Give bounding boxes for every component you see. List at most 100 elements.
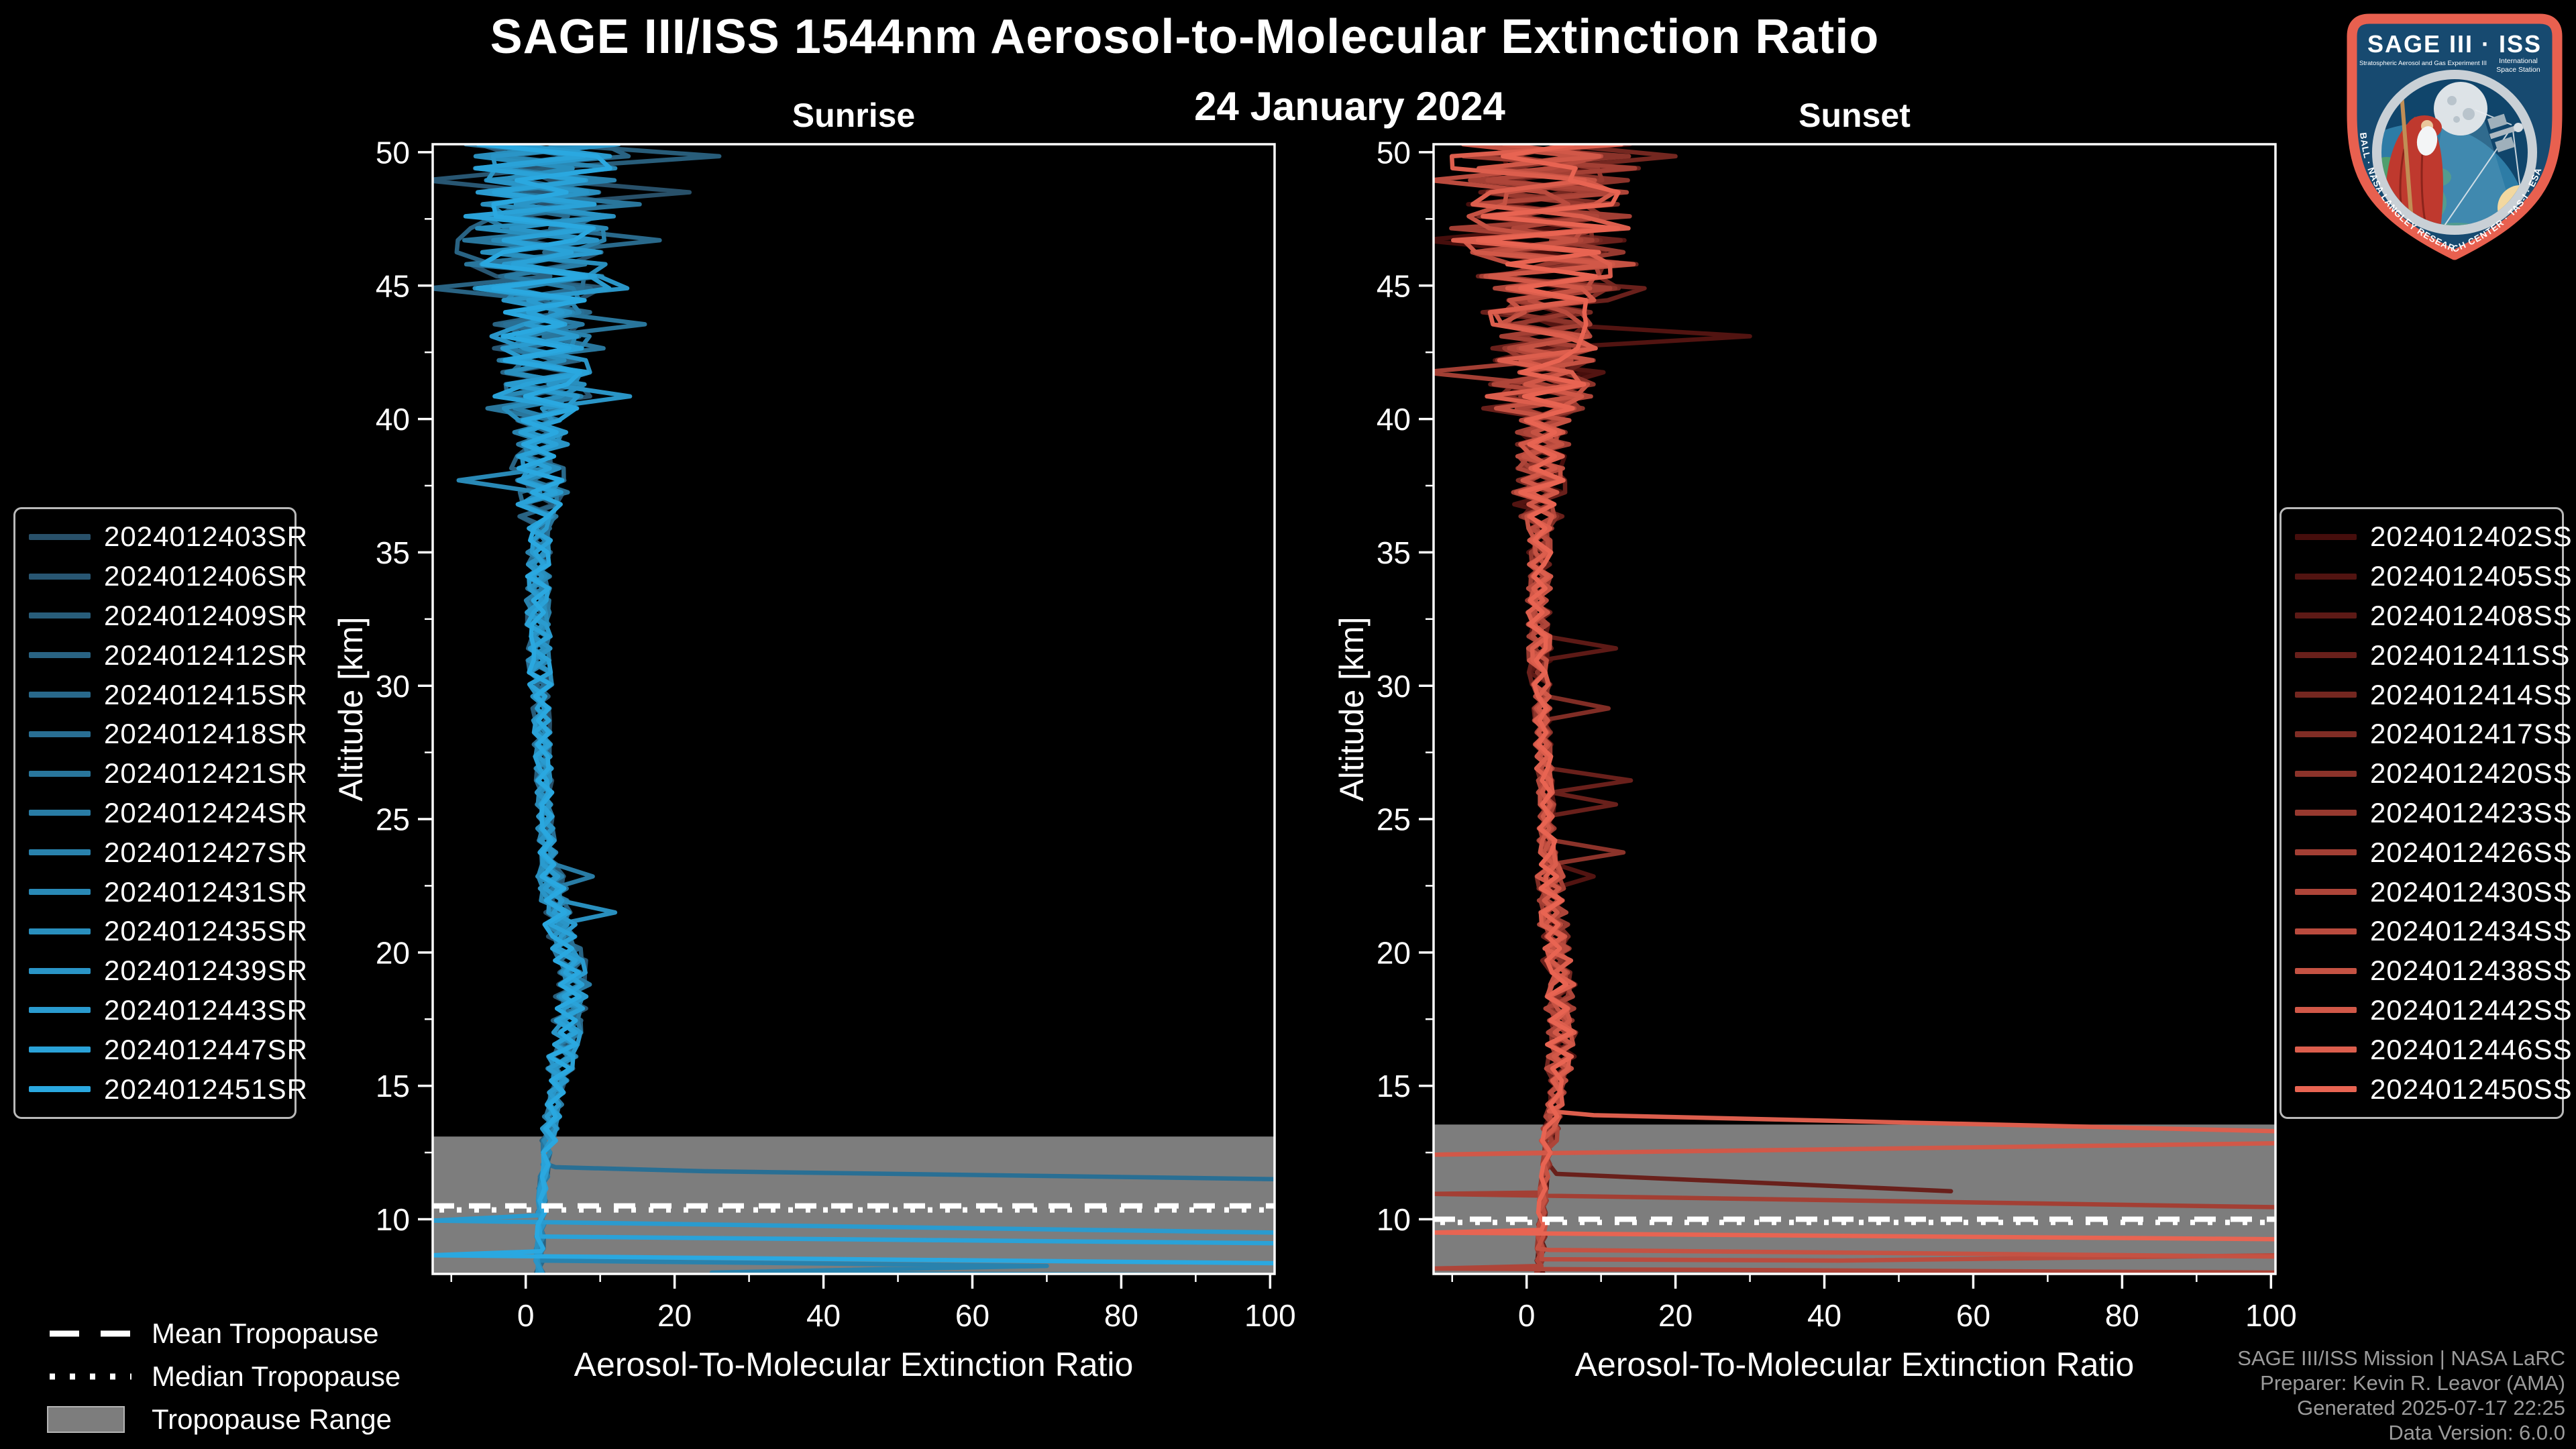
attribution-block: SAGE III/ISS Mission | NASA LaRC Prepare… (2237, 1346, 2565, 1445)
legend-item-2024012447SR: 2024012447SR (29, 1030, 307, 1069)
legend-event-label: 2024012451SR (104, 1073, 308, 1105)
legend-item-2024012438SS: 2024012438SS (2295, 951, 2572, 990)
legend-label: Mean Tropopause (152, 1318, 379, 1349)
legend-line-sample (29, 692, 91, 698)
legend-item-2024012426SS: 2024012426SS (2295, 833, 2572, 872)
patch-subtitle-left: Stratospheric Aerosol and Gas Experiment… (2359, 60, 2487, 67)
x-tick-label-sunrise: 80 (1104, 1298, 1138, 1333)
profile-line-2024012447SR (463, 144, 1275, 1246)
y-tick-label-sunset: 45 (1377, 268, 1411, 303)
gray-band-icon (47, 1406, 134, 1433)
y-tick-label-sunrise: 10 (376, 1202, 410, 1237)
legend-line-sample (29, 810, 91, 816)
legend-event-label: 2024012408SS (2370, 599, 2573, 631)
legend-item-2024012424SR: 2024012424SR (29, 794, 307, 833)
legend-item-2024012446SS: 2024012446SS (2295, 1030, 2572, 1069)
legend-event-label: 2024012414SS (2370, 678, 2573, 710)
y-tick-label-sunrise: 35 (376, 535, 410, 570)
legend-event-label: 2024012443SR (104, 994, 308, 1026)
y-tick-label-sunrise: 25 (376, 802, 410, 837)
legend-event-label: 2024012417SS (2370, 718, 2573, 750)
legend-event-label: 2024012430SS (2370, 875, 2573, 908)
patch-title: SAGE III · ISS (2367, 30, 2542, 58)
sage-figure (2385, 79, 2443, 225)
legend-line-sample (2295, 928, 2357, 934)
legend-label: Median Tropopause (152, 1360, 401, 1392)
legend-event-label: 2024012446SS (2370, 1033, 2573, 1065)
legend-label: Tropopause Range (152, 1403, 392, 1435)
legend-line-sample (29, 770, 91, 777)
plot-area-sunset (1434, 144, 2275, 1274)
legend-item-2024012415SR: 2024012415SR (29, 676, 307, 714)
y-tick-label-sunset: 10 (1377, 1202, 1411, 1237)
legend-item-2024012430SS: 2024012430SS (2295, 873, 2572, 912)
x-tick-label-sunrise: 40 (806, 1298, 841, 1333)
legend-item-2024012442SS: 2024012442SS (2295, 991, 2572, 1030)
x-tick-label-sunset: 100 (2245, 1298, 2297, 1333)
y-axis-label-sunrise: Altitude [km] (332, 616, 370, 801)
dashed-line-icon (47, 1320, 134, 1347)
legend-event-label: 2024012411SS (2370, 639, 2571, 671)
x-tick-label-sunrise: 20 (657, 1298, 692, 1333)
y-tick-label-sunrise: 50 (376, 135, 410, 170)
legend-item-2024012420SS: 2024012420SS (2295, 754, 2572, 793)
sage-iii-iss-mission-patch: SAGE III · ISS Stratospheric Aerosol and… (2343, 8, 2567, 264)
date-subtitle: 24 January 2024 (1194, 84, 1505, 129)
y-tick-label-sunrise: 30 (376, 669, 410, 704)
x-axis-label-sunrise: Aerosol-To-Molecular Extinction Ratio (574, 1346, 1134, 1383)
attribution-line: Data Version: 6.0.0 (2388, 1421, 2565, 1444)
legend-line-sample (2295, 1086, 2357, 1093)
legend-event-label: 2024012415SR (104, 678, 308, 710)
legend-event-label: 2024012434SS (2370, 915, 2573, 947)
legend-line-sample (2295, 889, 2357, 896)
moon (2434, 82, 2487, 136)
legend-line-sample (29, 928, 91, 934)
y-tick-label-sunset: 15 (1377, 1069, 1411, 1104)
legend-item-2024012451SR: 2024012451SR (29, 1070, 307, 1109)
legend-event-label: 2024012403SR (104, 521, 308, 553)
legend-event-label: 2024012427SR (104, 836, 308, 868)
legend-item-2024012406SR: 2024012406SR (29, 557, 307, 596)
legend-item-2024012403SR: 2024012403SR (29, 517, 307, 556)
beard (2416, 126, 2438, 156)
legend-line-sample (29, 889, 91, 896)
legend-line-sample (29, 573, 91, 580)
legend-event-label: 2024012424SR (104, 796, 308, 828)
y-tick-label-sunrise: 45 (376, 268, 410, 303)
legend-line-sample (29, 1086, 91, 1093)
x-tick-label-sunrise: 60 (955, 1298, 989, 1333)
patch-subtitle-right-2: Space Station (2496, 66, 2540, 74)
legend-event-label: 2024012405SS (2370, 560, 2573, 592)
legend-event-label: 2024012438SS (2370, 955, 2573, 987)
x-tick-label-sunset: 20 (1658, 1298, 1693, 1333)
legend-item-2024012427SR: 2024012427SR (29, 833, 307, 872)
profile-line-2024012427SR (476, 144, 1275, 1274)
legend-item-2024012450SS: 2024012450SS (2295, 1070, 2572, 1109)
legend-line-sample (2295, 612, 2357, 619)
legend-line-sample (2295, 1007, 2357, 1014)
legend-item-mean-tropopause: Mean Tropopause (47, 1315, 400, 1352)
y-tick-label-sunset: 40 (1377, 402, 1411, 437)
legend-item-2024012435SR: 2024012435SR (29, 912, 307, 951)
legend-line-sample (2295, 573, 2357, 580)
legend-event-label: 2024012420SS (2370, 757, 2573, 790)
y-tick-label-sunset: 30 (1377, 669, 1411, 704)
x-tick-label-sunset: 0 (1518, 1298, 1536, 1333)
legend-line-sample (2295, 967, 2357, 974)
panel-title-sunset: Sunset (1799, 97, 1911, 134)
y-tick-label-sunset: 25 (1377, 802, 1411, 837)
main-title: SAGE III/ISS 1544nm Aerosol-to-Molecular… (490, 10, 1880, 64)
x-tick-label-sunset: 40 (1807, 1298, 1841, 1333)
legend-line-sample (29, 533, 91, 540)
x-tick-label-sunrise: 0 (517, 1298, 535, 1333)
legend-line-sample (29, 1007, 91, 1014)
legend-item-2024012423SS: 2024012423SS (2295, 794, 2572, 833)
legend-item-2024012434SS: 2024012434SS (2295, 912, 2572, 951)
axes-frame-sunrise (431, 143, 1276, 1275)
tropopause-legend: Mean Tropopause Median Tropopause Tropop… (47, 1315, 400, 1438)
legend-event-label: 2024012447SR (104, 1033, 308, 1065)
legend-item-2024012417SS: 2024012417SS (2295, 714, 2572, 753)
legend-item-2024012421SR: 2024012421SR (29, 754, 307, 793)
staff (2400, 93, 2414, 225)
